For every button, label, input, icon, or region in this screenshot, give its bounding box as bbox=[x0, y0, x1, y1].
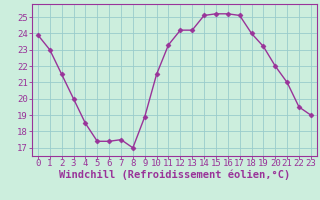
X-axis label: Windchill (Refroidissement éolien,°C): Windchill (Refroidissement éolien,°C) bbox=[59, 169, 290, 180]
